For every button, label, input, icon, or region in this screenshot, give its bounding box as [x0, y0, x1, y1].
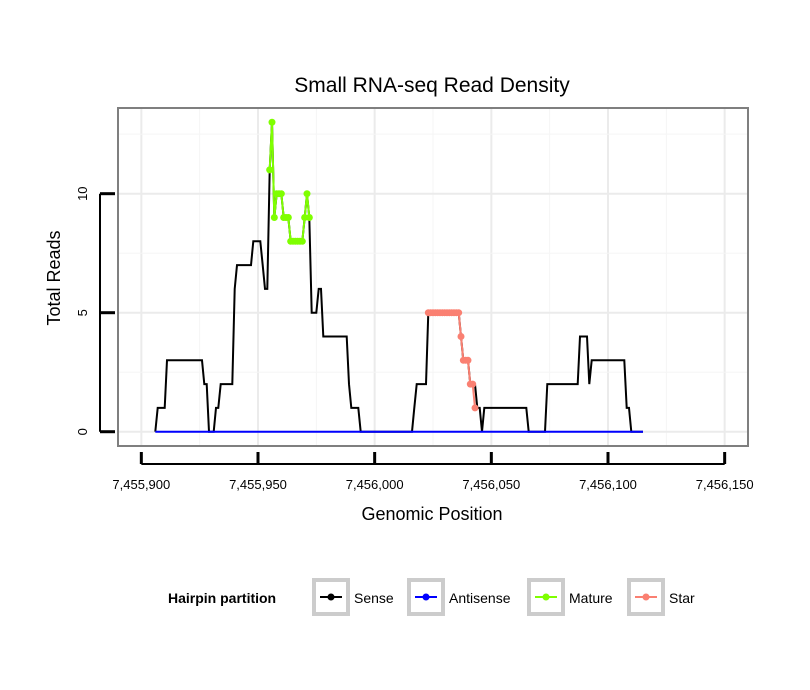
chart-title: Small RNA-seq Read Density [294, 74, 570, 97]
data-point-star [457, 333, 465, 341]
legend-label-mature: Mature [569, 590, 613, 606]
data-point-star [464, 356, 472, 364]
legend-title: Hairpin partition [168, 590, 276, 606]
y-tick-label: 10 [75, 186, 90, 200]
data-point-mature [303, 190, 311, 198]
legend-marker-sense [327, 593, 335, 601]
x-tick-label: 7,456,100 [579, 477, 637, 492]
x-tick-label: 7,455,950 [229, 477, 287, 492]
gridlines [119, 109, 747, 445]
x-tick-label: 7,456,150 [696, 477, 754, 492]
plot-panel [117, 107, 749, 447]
series-markers [266, 118, 479, 412]
legend-label-sense: Sense [354, 590, 394, 606]
data-point-mature [284, 213, 292, 221]
data-point-star [469, 380, 477, 388]
data-point-mature [277, 190, 285, 198]
data-point-mature [268, 118, 276, 126]
data-point-mature [266, 166, 274, 174]
legend-label-antisense: Antisense [449, 590, 511, 606]
data-point-mature [270, 213, 278, 221]
y-tick-label: 5 [75, 309, 90, 316]
x-tick-label: 7,456,000 [346, 477, 404, 492]
x-axis: 7,455,900 7,455,950 7,456,000 7,456,050 7,45… [112, 452, 754, 492]
data-point-mature [305, 213, 313, 221]
data-point-star [471, 404, 479, 412]
legend-marker-star [642, 593, 650, 601]
legend-marker-mature [542, 593, 550, 601]
legend-marker-antisense [422, 593, 430, 601]
y-axis: 0 5 10 [75, 186, 115, 435]
legend-label-star: Star [669, 590, 695, 606]
x-tick-label: 7,456,050 [462, 477, 520, 492]
y-axis-title: Total Reads [44, 230, 64, 325]
data-point-star [455, 309, 463, 317]
legend: Hairpin partition Sense Antisense Mature St… [168, 578, 695, 616]
y-tick-label: 0 [75, 428, 90, 435]
series-line-mature [268, 122, 311, 243]
x-tick-label: 7,455,900 [112, 477, 170, 492]
data-point-mature [298, 237, 306, 245]
x-axis-title: Genomic Position [361, 504, 502, 524]
